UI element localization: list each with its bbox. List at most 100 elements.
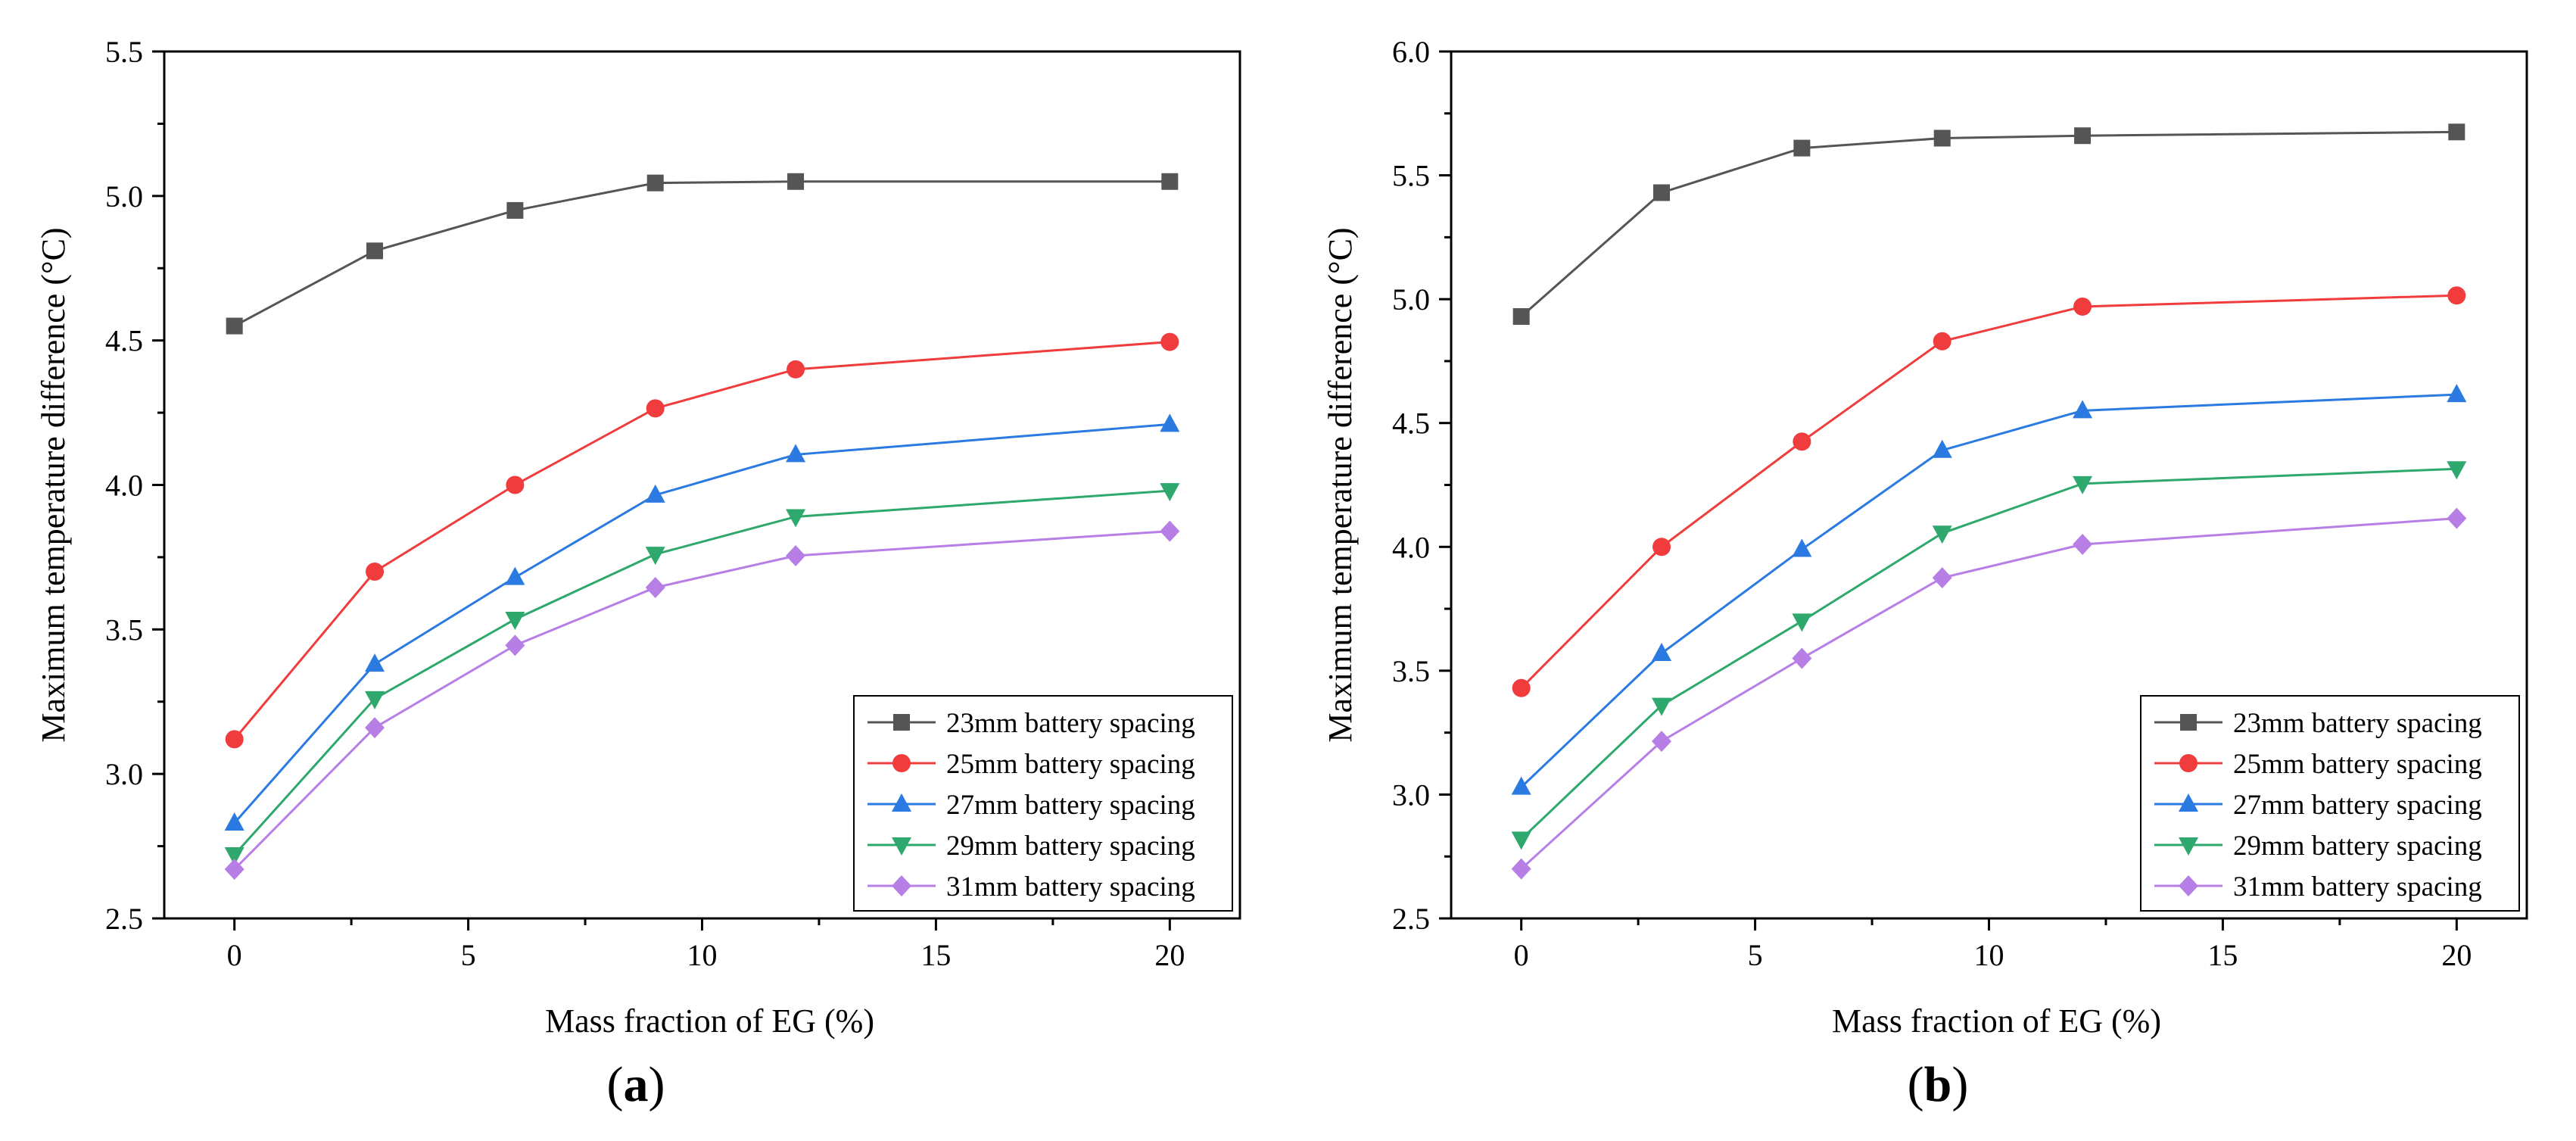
data-point (1653, 184, 1671, 201)
data-point (506, 201, 524, 219)
legend-marker (2179, 837, 2198, 856)
y-tick-label: 3.5 (105, 613, 143, 647)
y-tick-label: 5.5 (105, 35, 143, 69)
caption-a-letter: a (623, 1057, 649, 1112)
legend-marker (2179, 875, 2198, 896)
data-point (2448, 123, 2465, 141)
legend-marker (893, 714, 910, 731)
legend-item: 27mm battery spacing (867, 790, 1195, 821)
legend: 23mm battery spacing 25mm battery spacing… (853, 695, 1233, 912)
data-point (1792, 647, 1812, 669)
data-point (366, 242, 384, 260)
y-tick-label: 4.5 (1392, 407, 1430, 441)
x-tick-label: 10 (1974, 938, 2004, 972)
data-point (1932, 439, 1952, 458)
x-tick-label: 20 (2441, 938, 2472, 972)
legend-label: 31mm battery spacing (946, 871, 1195, 903)
data-point (1792, 613, 1812, 632)
data-point (1793, 432, 1811, 451)
legend-item: 29mm battery spacing (2154, 831, 2482, 862)
data-point (224, 859, 245, 881)
chart-b-plot: 2.5 3.0 3.5 4.0 4.5 5.0 5.5 6.0 0 5 10 15 20 Mass fra… (1322, 35, 2528, 1040)
data-point (1160, 332, 1179, 351)
y-tick-label: 3.0 (1392, 778, 1430, 812)
legend-label: 25mm battery spacing (2233, 749, 2482, 780)
x-tick-label: 15 (920, 938, 951, 972)
data-point (645, 547, 665, 566)
data-point (646, 399, 665, 418)
data-point (1512, 308, 1530, 326)
y-tick-label: 4.0 (1392, 530, 1430, 564)
x-tick-label: 20 (1154, 938, 1185, 972)
legend-item: 25mm battery spacing (2154, 749, 2482, 780)
data-point (226, 317, 243, 335)
data-point (506, 475, 525, 494)
data-point (1652, 642, 1672, 661)
data-point (1652, 697, 1672, 716)
data-point (787, 360, 805, 379)
data-point (2447, 286, 2466, 305)
series-line (233, 489, 1170, 856)
legend-marker (2179, 754, 2198, 772)
series-line (233, 341, 1170, 740)
caption-a: (a) (606, 1057, 665, 1112)
series-line (233, 422, 1170, 825)
data-point (1160, 520, 1180, 542)
series-line (1520, 393, 2457, 788)
caption-b-letter: b (1923, 1057, 1952, 1112)
data-point (1652, 731, 1672, 753)
data-point (2073, 475, 2093, 494)
data-point (505, 611, 525, 630)
legend-item: 29mm battery spacing (867, 831, 1195, 862)
legend-marker (892, 837, 911, 856)
data-point (786, 509, 806, 528)
data-point (1933, 129, 1951, 147)
legend-item: 23mm battery spacing (2154, 708, 2482, 739)
series-line (1520, 130, 2457, 318)
x-tick-label: 15 (2207, 938, 2238, 972)
data-point (786, 444, 806, 463)
legend-item: 25mm battery spacing (867, 749, 1195, 780)
legend-marker (2179, 793, 2198, 812)
data-point (2073, 400, 2093, 419)
series-4 (1511, 461, 2467, 850)
y-tick-label: 5.0 (105, 179, 143, 214)
data-point (1933, 332, 1951, 351)
data-point (1161, 173, 1179, 190)
data-point (1160, 413, 1180, 432)
caption-b: (b) (1907, 1057, 1969, 1112)
chart-panel-a: 2.5 3.0 3.5 4.0 4.5 5.0 5.5 0 5 10 15 20 Mass fracti… (0, 0, 1287, 1141)
series-3 (224, 413, 1180, 831)
chart-a-plot: 2.5 3.0 3.5 4.0 4.5 5.0 5.5 0 5 10 15 20 Mass fracti… (35, 35, 1241, 1040)
legend-item: 23mm battery spacing (867, 708, 1195, 739)
data-point (786, 545, 806, 567)
y-tick-label: 2.5 (105, 902, 143, 936)
data-point (1512, 678, 1531, 697)
y-tick-label: 4.5 (105, 324, 143, 358)
data-point (1652, 538, 1671, 556)
legend-item: 27mm battery spacing (2154, 790, 2482, 821)
data-point (787, 173, 805, 190)
data-point (505, 634, 525, 656)
series-5 (224, 520, 1180, 881)
x-tick-label: 5 (1748, 938, 1763, 972)
series-2 (225, 332, 1179, 749)
data-point (2447, 507, 2467, 529)
data-point (1511, 776, 1531, 795)
data-point (225, 730, 244, 749)
x-tick-label: 5 (461, 938, 476, 972)
data-point (366, 563, 385, 581)
legend-label: 27mm battery spacing (2233, 790, 2482, 821)
data-point (2073, 297, 2092, 316)
x-tick-label: 0 (1514, 938, 1529, 972)
data-point (1793, 139, 1811, 157)
legend-label: 29mm battery spacing (946, 831, 1195, 862)
series-5 (1511, 507, 2467, 880)
legend-item: 31mm battery spacing (2154, 871, 2482, 903)
x-tick-label: 10 (687, 938, 718, 972)
data-point (1511, 831, 1531, 850)
data-point (2447, 384, 2467, 403)
x-axis-label: Mass fraction of EG (%) (545, 1002, 874, 1040)
series-line (1520, 467, 2457, 840)
data-point (224, 812, 245, 831)
